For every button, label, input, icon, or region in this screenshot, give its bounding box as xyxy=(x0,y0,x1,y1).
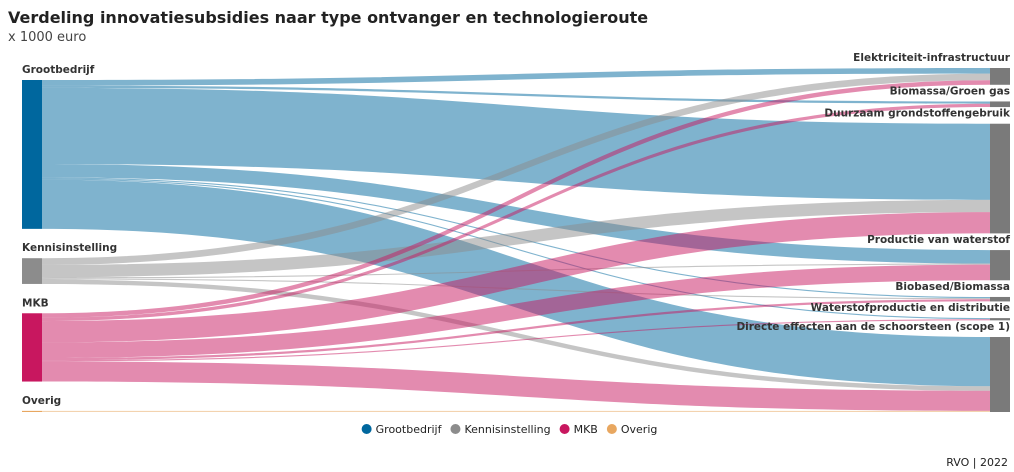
target-label: Productie van waterstof xyxy=(867,234,1010,246)
flow xyxy=(42,279,990,391)
flow xyxy=(42,178,990,320)
flow xyxy=(42,73,990,265)
target-label: Directe effecten aan de schoorsteen (sco… xyxy=(736,321,1010,333)
legend-swatch xyxy=(450,424,461,434)
legend-label: Kennisinstelling xyxy=(464,423,550,436)
flow xyxy=(42,199,990,278)
target-node xyxy=(990,250,1010,281)
legend-swatch xyxy=(606,424,617,434)
target-label: Elektriciteit-infrastructuur xyxy=(853,52,1011,64)
footer: RVO | 2022 xyxy=(946,456,1008,469)
flow xyxy=(42,319,990,362)
legend-label: Grootbedrijf xyxy=(376,423,443,436)
flow xyxy=(42,212,990,343)
flow xyxy=(42,85,990,104)
legend-label: Overig xyxy=(621,423,658,436)
flow xyxy=(42,87,990,200)
source-node xyxy=(22,258,42,284)
source-node xyxy=(22,313,42,382)
chart-title: Verdeling innovatiesubsidies naar type o… xyxy=(8,8,648,27)
source-node xyxy=(22,80,42,229)
source-label: MKB xyxy=(22,297,49,309)
target-node xyxy=(990,101,1010,108)
chart-subtitle: x 1000 euro xyxy=(8,30,86,45)
target-node xyxy=(990,296,1010,302)
flow xyxy=(42,68,990,86)
target-node xyxy=(990,123,1010,234)
flow xyxy=(42,264,990,359)
legend-item: Grootbedrijf xyxy=(361,423,443,436)
target-label: Biomassa/Groen gas xyxy=(890,85,1010,97)
legend-swatch xyxy=(361,424,372,434)
target-node xyxy=(990,337,1010,412)
source-label: Overig xyxy=(22,395,61,407)
flow xyxy=(42,80,990,318)
flow xyxy=(42,361,990,411)
flow xyxy=(42,278,990,300)
legend-item: Overig xyxy=(606,423,658,436)
flow xyxy=(42,410,990,412)
links xyxy=(42,68,990,412)
legend-item: MKB xyxy=(559,423,598,436)
source-node xyxy=(22,410,42,412)
flow xyxy=(42,103,990,322)
target-node xyxy=(990,318,1010,321)
legend-label: MKB xyxy=(574,423,598,436)
flow xyxy=(42,299,990,361)
target-label: Waterstofproductie en distributie xyxy=(811,302,1010,314)
legend-item: Kennisinstelling xyxy=(450,423,551,436)
source-label: Kennisinstelling xyxy=(22,242,117,254)
legend-swatch xyxy=(559,424,570,434)
target-node xyxy=(990,68,1010,85)
target-label: Biobased/Biomassa xyxy=(895,281,1010,293)
source-label: Grootbedrijf xyxy=(22,64,95,76)
target-label: Duurzaam grondstoffengebruik xyxy=(824,108,1011,120)
